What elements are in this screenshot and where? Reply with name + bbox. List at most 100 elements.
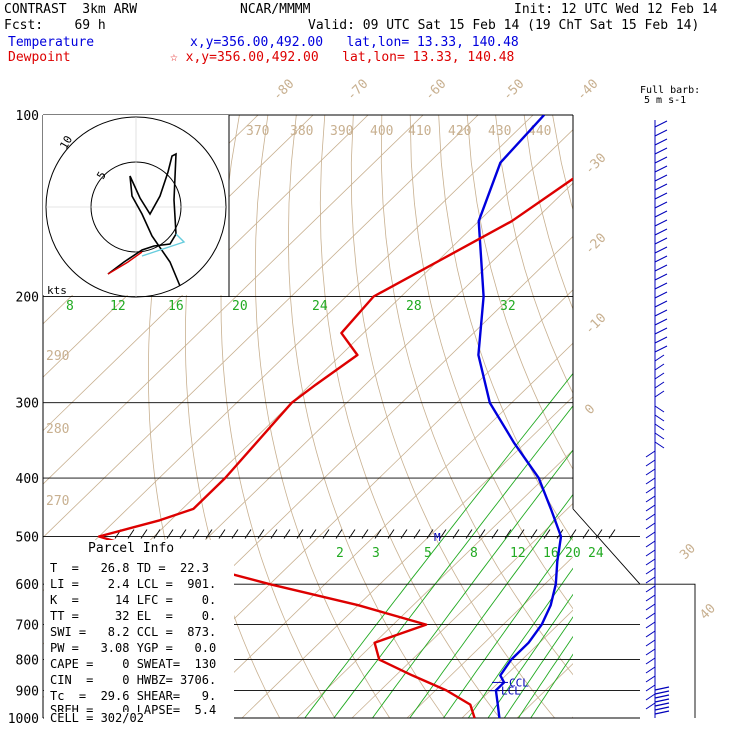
wind-barb	[654, 282, 668, 290]
wind-barb	[654, 165, 668, 173]
mixing-ratio-line	[372, 449, 573, 719]
dry-adiabat	[319, 115, 501, 719]
parcel-row: PW = 3.08 YGP = 0.0	[50, 641, 217, 655]
wind-barb	[645, 576, 656, 584]
isotherm-label: -50	[500, 77, 527, 104]
wind-barb	[645, 531, 656, 539]
freezing-hash	[244, 529, 252, 539]
mixing-ratio-label: 24	[312, 299, 328, 314]
pressure-tick-label: 1000	[8, 712, 39, 727]
mixing-ratio-label: 8	[66, 299, 74, 314]
parcel-info-panel: Parcel Info T = 26.8 TD = 22.3 LI = 2.4 …	[44, 540, 234, 720]
parcel-row: CAPE = 0 SWEAT= 130	[50, 657, 217, 671]
wind-barb	[645, 603, 656, 611]
mixing-ratio-label: 8	[470, 546, 478, 561]
mixing-ratio-line	[518, 635, 573, 719]
freezing-hash	[166, 529, 174, 539]
dry-adiabat	[380, 115, 573, 676]
center-name: NCAR/MMMM	[240, 2, 311, 17]
theta-label: 290	[46, 349, 69, 364]
parcel-row: SWI = 8.2 CCL = 873.	[50, 625, 217, 639]
parcel-row: CIN = 0 HWBZ= 3706.	[50, 673, 217, 687]
dry-adiabat	[695, 115, 740, 718]
freezing-hash	[335, 529, 343, 539]
wind-barb	[654, 441, 665, 449]
mixing-ratio-lines	[304, 372, 573, 719]
wind-barb	[654, 710, 670, 715]
wind-barb	[654, 698, 670, 703]
wind-barb	[654, 264, 668, 272]
freezing-hash	[309, 529, 317, 539]
mixing-ratio-label: 12	[110, 299, 126, 314]
pressure-tick-label: 300	[16, 397, 39, 412]
theta-label: 270	[46, 494, 69, 509]
theta-label: 410	[408, 124, 431, 139]
wind-barb	[645, 567, 656, 575]
freezing-hash	[153, 529, 161, 539]
freezing-hash	[491, 529, 499, 539]
wind-barb	[654, 201, 668, 209]
wind-barb	[645, 666, 656, 674]
wind-barb	[654, 702, 670, 707]
wind-barb	[645, 486, 656, 494]
wind-barb	[654, 686, 670, 691]
dry-adiabat-lines	[148, 115, 740, 719]
theta-label: 400	[370, 124, 393, 139]
wind-barbs	[645, 120, 670, 718]
freezing-hash	[465, 529, 473, 539]
wind-barb	[645, 693, 656, 701]
freezing-hash	[361, 529, 369, 539]
freezing-hash	[504, 529, 512, 539]
parcel-row: K = 14 LFC = 0.	[50, 593, 217, 607]
parcel-row: LI = 2.4 LCL = 901.	[50, 577, 217, 591]
wind-barb	[654, 318, 668, 326]
mixing-ratio-line	[443, 535, 573, 719]
freezing-hash	[348, 529, 356, 539]
wind-barb	[654, 372, 665, 380]
model-name: CONTRAST 3km ARW	[4, 2, 138, 17]
pressure-tick-label: 800	[16, 654, 39, 669]
wind-barb	[654, 694, 670, 699]
wind-barb	[654, 706, 670, 711]
hodograph-lowlevel	[141, 233, 186, 257]
level-marker-m: M	[434, 531, 441, 544]
hodograph-unit: kts	[47, 284, 67, 297]
parcel-row: CELL = 302/02	[50, 711, 144, 725]
wind-barb	[654, 423, 665, 431]
wind-barb	[654, 237, 668, 245]
mixing-ratio-line	[333, 405, 573, 719]
wind-barb	[654, 309, 668, 317]
mixing-ratio-label: 24	[588, 546, 604, 561]
isotherm-line	[43, 115, 534, 592]
freezing-hash	[257, 529, 265, 539]
freezing-hash	[179, 529, 187, 539]
wind-barb	[645, 684, 656, 692]
isotherm-line	[43, 115, 424, 485]
barb-unit: 5 m s-1	[644, 95, 687, 106]
isotherm-line	[351, 502, 573, 719]
wind-barb	[645, 594, 656, 602]
mixing-ratio-line	[487, 593, 573, 719]
level-marker-ccl: CCL	[509, 676, 529, 689]
freezing-hash	[478, 529, 486, 539]
wind-barb	[645, 522, 656, 530]
freezing-hash	[218, 529, 226, 539]
freezing-hash	[569, 529, 577, 539]
wind-barb	[645, 495, 656, 503]
isotherm-line	[627, 115, 740, 718]
wind-barb	[645, 675, 656, 683]
freezing-hash	[322, 529, 330, 539]
mixing-ratio-label: 2	[336, 546, 344, 561]
freezing-hash	[374, 529, 382, 539]
wind-barb	[645, 630, 656, 638]
theta-label: 440	[528, 124, 551, 139]
wind-barb	[645, 585, 656, 593]
dry-adiabat	[350, 115, 556, 719]
isotherm-label: 40	[697, 601, 719, 623]
freezing-hash	[595, 529, 603, 539]
wind-barb	[645, 450, 656, 458]
theta-label: 280	[46, 422, 69, 437]
wind-barb	[654, 363, 665, 371]
pressure-tick-label: 900	[16, 684, 39, 699]
mixing-ratio-line	[530, 653, 573, 719]
